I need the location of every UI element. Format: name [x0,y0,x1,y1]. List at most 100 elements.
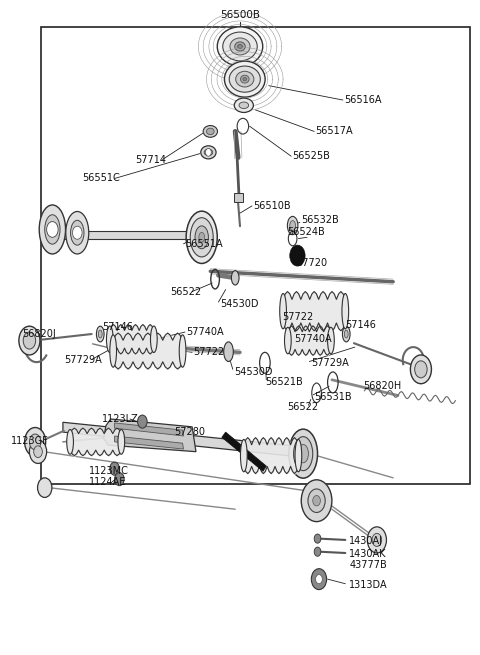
Ellipse shape [71,220,84,245]
Circle shape [410,355,432,384]
Circle shape [314,547,321,556]
Text: 57720: 57720 [297,259,328,269]
Ellipse shape [289,429,318,478]
Ellipse shape [186,211,217,263]
Ellipse shape [240,440,247,472]
Circle shape [312,569,326,590]
Text: 56551A: 56551A [185,239,223,249]
Circle shape [19,326,40,355]
Ellipse shape [298,445,309,463]
Ellipse shape [239,102,249,109]
Text: 56522: 56522 [170,286,202,297]
Text: 1123MC: 1123MC [89,466,129,476]
Ellipse shape [342,326,350,342]
Circle shape [72,226,82,239]
Ellipse shape [223,32,257,61]
Ellipse shape [110,335,117,367]
Ellipse shape [327,328,334,354]
Ellipse shape [195,226,208,249]
Ellipse shape [243,77,247,81]
Circle shape [316,574,323,584]
Circle shape [313,495,321,506]
Ellipse shape [225,61,265,97]
Circle shape [367,527,386,553]
Ellipse shape [203,126,217,138]
Ellipse shape [344,330,348,338]
Text: 57729A: 57729A [311,358,348,369]
Ellipse shape [288,216,298,234]
Ellipse shape [234,98,253,113]
Ellipse shape [98,330,102,338]
Text: 1123LZ: 1123LZ [102,414,139,424]
Text: 57722: 57722 [282,312,313,322]
Text: 57714: 57714 [135,155,166,164]
Polygon shape [104,419,196,452]
Text: 57740A: 57740A [186,327,224,337]
Ellipse shape [295,440,302,472]
Polygon shape [222,432,266,472]
Ellipse shape [66,212,89,254]
Bar [234,193,243,202]
Ellipse shape [280,293,287,329]
Ellipse shape [224,342,233,362]
Ellipse shape [201,146,216,159]
Ellipse shape [204,149,213,156]
Text: 1430AJ: 1430AJ [349,536,383,546]
Ellipse shape [294,437,313,471]
Circle shape [29,434,41,450]
Ellipse shape [285,328,291,354]
Circle shape [138,415,147,428]
Circle shape [115,473,124,485]
Polygon shape [44,231,192,238]
Text: 56820J: 56820J [22,329,56,339]
Text: 57280: 57280 [174,427,205,437]
Circle shape [34,446,42,458]
Ellipse shape [290,221,296,231]
Text: 1124AE: 1124AE [89,477,127,487]
Ellipse shape [342,293,348,329]
Text: 1313DA: 1313DA [349,580,388,590]
Ellipse shape [39,205,66,254]
Ellipse shape [217,27,263,66]
Text: 56510B: 56510B [253,201,291,211]
Bar [41,27,470,484]
Ellipse shape [236,71,254,87]
Circle shape [301,480,332,521]
Ellipse shape [240,75,249,83]
Text: 56521B: 56521B [265,377,303,387]
Text: 56516A: 56516A [344,95,382,105]
Text: 57146: 57146 [102,322,133,333]
Ellipse shape [231,271,239,285]
Text: 56517A: 56517A [316,126,353,136]
Ellipse shape [151,326,157,352]
Polygon shape [63,422,312,458]
Text: 1430AK: 1430AK [349,549,386,559]
Circle shape [308,489,325,512]
Polygon shape [115,436,183,449]
Ellipse shape [229,66,260,92]
Circle shape [205,149,211,157]
Text: 54530D: 54530D [220,299,258,309]
Ellipse shape [107,326,113,352]
Text: 56531B: 56531B [315,392,352,402]
Ellipse shape [235,42,245,51]
Circle shape [110,462,120,476]
Ellipse shape [206,128,214,135]
Polygon shape [115,423,183,436]
Text: 57740A: 57740A [294,334,332,345]
Ellipse shape [67,430,73,454]
Circle shape [37,478,52,497]
Ellipse shape [230,38,250,55]
Circle shape [314,534,321,543]
Circle shape [23,332,36,349]
Circle shape [290,245,305,266]
Text: 56525B: 56525B [293,151,331,161]
Text: 56551C: 56551C [82,174,120,183]
Text: 56524B: 56524B [287,227,324,237]
Text: 57146: 57146 [345,320,376,330]
Text: 43777B: 43777B [349,561,387,571]
Circle shape [47,221,58,237]
Circle shape [29,440,47,464]
Text: 57729A: 57729A [64,354,102,365]
Text: 57722: 57722 [193,347,224,358]
